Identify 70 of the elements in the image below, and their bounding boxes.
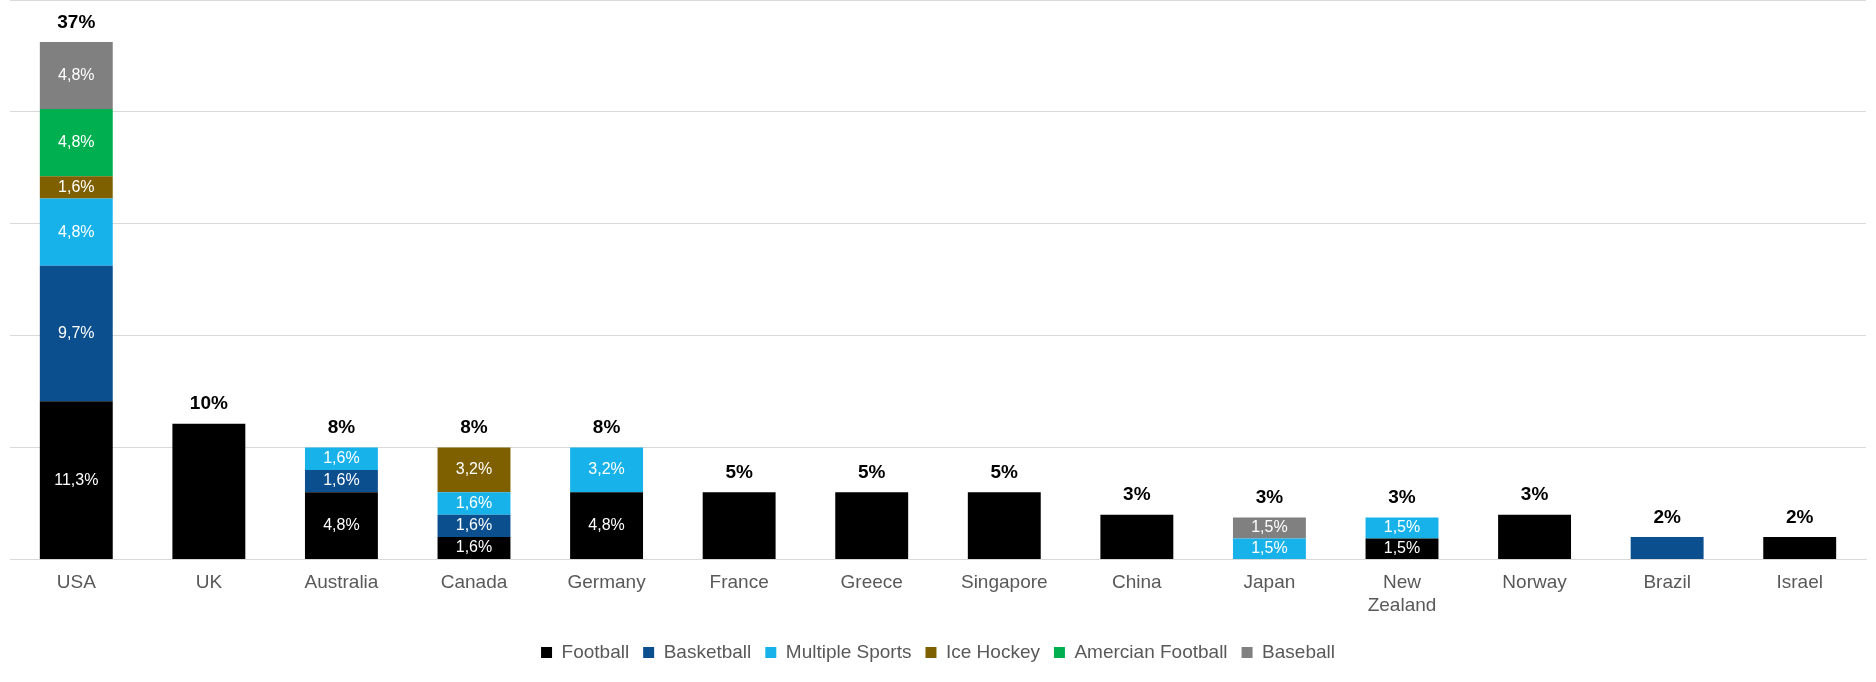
total-label: 5% — [990, 461, 1019, 483]
legend-label: Football — [561, 640, 630, 662]
data-label: 4,8% — [58, 133, 95, 151]
bar — [304, 492, 378, 559]
x-tick-label: Brazil — [1643, 571, 1691, 593]
legend-label: Amercian Football — [1074, 640, 1228, 662]
x-tick-label: New Zealand — [1367, 571, 1437, 615]
x-tick-label: Japan — [1243, 571, 1296, 593]
data-label: 1,5% — [1251, 518, 1288, 536]
total-label: 3% — [1123, 483, 1151, 505]
bar — [570, 447, 644, 493]
bar — [1498, 514, 1572, 559]
total-label: 2% — [1653, 505, 1681, 527]
total-label: 2% — [1785, 505, 1814, 527]
data-label: 1,6% — [455, 493, 493, 511]
data-label: 1,6% — [455, 538, 493, 556]
legend-label: Baseball — [1262, 640, 1335, 662]
data-label: 1,6% — [455, 516, 493, 534]
data-label: 4,8% — [323, 515, 360, 533]
x-tick-label: UK — [195, 571, 223, 593]
bar — [835, 492, 909, 559]
total-label: 8% — [592, 416, 621, 438]
total-label: 5% — [725, 461, 753, 483]
bar — [570, 492, 644, 559]
data-label: 1,5% — [1251, 539, 1288, 557]
data-label: 1,6% — [323, 449, 360, 467]
total-label: 3% — [1255, 486, 1284, 508]
x-tick-label: China — [1112, 571, 1163, 593]
x-tick-label: Israel — [1776, 571, 1823, 593]
legend-label: Ice Hockey — [945, 640, 1041, 662]
total-label: 8% — [327, 416, 356, 438]
total-label: 8% — [460, 416, 488, 438]
data-label: 4,8% — [58, 222, 95, 240]
bar — [1630, 537, 1704, 559]
data-label: 4,8% — [58, 65, 95, 83]
data-label: 11,3% — [54, 470, 99, 488]
data-label: 9,7% — [58, 323, 95, 341]
x-tick-label: Canada — [440, 571, 508, 593]
x-tick-label: Australia — [304, 571, 379, 593]
data-label: 3,2% — [588, 460, 625, 478]
bar — [1763, 537, 1837, 559]
x-tick-label: Greece — [840, 571, 903, 593]
legend-label: Multiple Sports — [785, 640, 912, 662]
total-label: 37% — [57, 10, 96, 32]
x-tick-label: Germany — [567, 571, 647, 593]
total-label: 10% — [189, 392, 228, 414]
bar — [172, 423, 246, 559]
bar — [1100, 514, 1174, 559]
x-tick-label: France — [709, 571, 769, 593]
data-label: 3,2% — [455, 460, 493, 478]
x-tick-label: Norway — [1502, 571, 1568, 593]
bar — [437, 447, 511, 493]
total-label: 3% — [1388, 486, 1416, 508]
data-label: 4,8% — [588, 515, 625, 533]
bar — [39, 109, 113, 177]
data-label: 1,6% — [323, 471, 360, 489]
bar — [702, 492, 776, 559]
data-label: 1,5% — [1383, 539, 1421, 557]
bar — [39, 401, 113, 559]
bar — [39, 41, 113, 110]
x-tick-label: Singapore — [960, 571, 1048, 593]
total-label: 5% — [857, 461, 886, 483]
bar — [39, 198, 113, 266]
data-label: 1,6% — [58, 177, 95, 195]
data-label: 1,5% — [1383, 518, 1421, 536]
bar — [967, 492, 1041, 559]
bar — [39, 265, 113, 402]
total-label: 3% — [1520, 483, 1549, 505]
legend-label: Basketball — [663, 640, 752, 662]
x-tick-label: USA — [56, 571, 97, 593]
